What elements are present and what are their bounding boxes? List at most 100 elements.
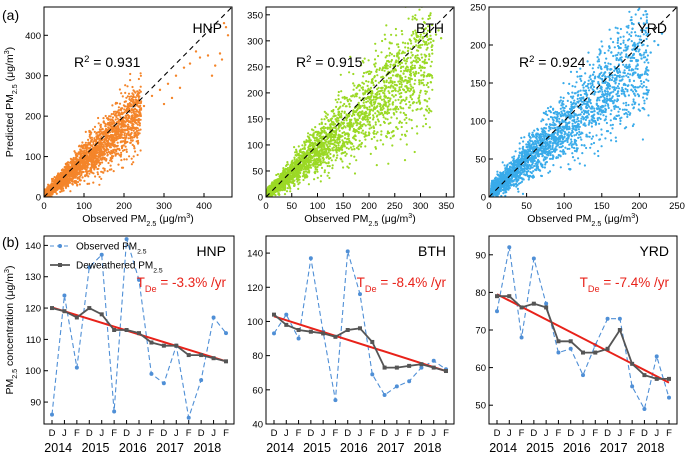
scatter-point [371, 77, 374, 81]
scatter-point [66, 170, 70, 173]
scatter-point [387, 111, 391, 114]
scatter-point [128, 95, 131, 98]
scatter-point [123, 158, 126, 161]
scatter-point [411, 93, 414, 96]
scatter-point [422, 40, 425, 43]
scatter-point [124, 91, 127, 94]
scatter-point-outlier [174, 74, 178, 77]
scatter-point [103, 169, 106, 172]
scatter-point [76, 167, 79, 170]
scatter-point [374, 42, 377, 45]
scatter-point [391, 144, 394, 147]
scatter-point [78, 168, 81, 171]
scatter-point [311, 141, 314, 144]
scatter-point [386, 97, 389, 100]
scatter-point [342, 122, 345, 125]
scatter-point [405, 130, 408, 133]
scatter-point [339, 101, 342, 104]
scatter-point [320, 122, 323, 125]
scatter-point [392, 95, 395, 98]
scatter-point [339, 73, 342, 76]
scatter-point [294, 154, 297, 157]
scatter-point [127, 92, 131, 95]
scatter-point [399, 77, 402, 80]
scatter-point [419, 69, 423, 72]
scatter-point [106, 153, 109, 156]
scatter-point [347, 147, 350, 150]
scatter-point [119, 116, 122, 119]
scatter-point [84, 167, 87, 170]
scatter-point [375, 105, 378, 108]
scatter-point [122, 111, 125, 114]
scatter-point [382, 107, 385, 110]
scatter-point [356, 85, 359, 88]
scatter-point [340, 112, 343, 115]
scatter-point [108, 134, 112, 137]
scatter-point [64, 186, 68, 189]
scatter-point [122, 136, 125, 140]
scatter-point [49, 191, 53, 194]
scatter-point [140, 107, 143, 110]
scatter-point [72, 157, 75, 160]
scatter-point [365, 106, 368, 109]
scatter-point [133, 115, 137, 118]
scatter-point [353, 84, 356, 87]
scatter-point [387, 77, 390, 80]
scatter-point [87, 138, 90, 141]
scatter-point [368, 110, 371, 113]
scatter-point [323, 161, 326, 164]
scatter-point [132, 118, 135, 122]
scatter-point [373, 75, 376, 78]
scatter-point [315, 168, 319, 171]
y-tick-label: 200 [25, 112, 41, 123]
scatter-point [102, 117, 105, 120]
scatter-point [414, 70, 418, 73]
scatter-point [79, 166, 82, 169]
scatter-point [321, 161, 324, 164]
scatter-point [391, 94, 394, 97]
scatter-point [128, 133, 131, 136]
scatter-point [389, 137, 392, 140]
scatter-point [80, 149, 83, 152]
scatter-point [411, 15, 414, 18]
scatter-point [318, 132, 321, 135]
scatter-point [386, 132, 389, 135]
scatter-point [133, 90, 136, 93]
scatter-point [336, 101, 339, 104]
scatter-point [422, 125, 425, 128]
scatter-point [120, 128, 123, 131]
scatter-point [96, 137, 99, 140]
scatter-point [414, 29, 417, 32]
scatter-point [392, 112, 395, 115]
scatter-point [122, 124, 125, 127]
scatter-point [111, 128, 114, 131]
scatter-point [415, 101, 418, 104]
scatter-point [67, 174, 70, 177]
scatter-point [67, 182, 70, 185]
scatter-point [341, 135, 344, 138]
scatter-point [414, 56, 417, 59]
scatter-point [424, 58, 427, 61]
scatter-point [412, 59, 415, 63]
r-squared-label: R2 = 0.931 [74, 54, 141, 71]
scatter-point [100, 177, 103, 180]
scatter-point [133, 147, 136, 150]
scatter-point [412, 32, 415, 35]
scatter-point [343, 145, 346, 148]
scatter-point [126, 95, 129, 98]
scatter-point [346, 138, 349, 141]
scatter-point [125, 158, 128, 161]
scatter-point [116, 137, 120, 140]
scatter-point [84, 175, 87, 178]
scatter-point [394, 61, 398, 64]
scatter-point [104, 127, 108, 131]
scatter-point [126, 103, 130, 106]
scatter-point [138, 124, 141, 127]
scatter-point [295, 148, 298, 151]
scatter-point [360, 64, 363, 67]
scatter-point [111, 116, 115, 119]
scatter-point [409, 47, 412, 50]
scatter-point [340, 116, 343, 119]
scatter-point [128, 107, 131, 111]
scatter-point [375, 132, 378, 135]
